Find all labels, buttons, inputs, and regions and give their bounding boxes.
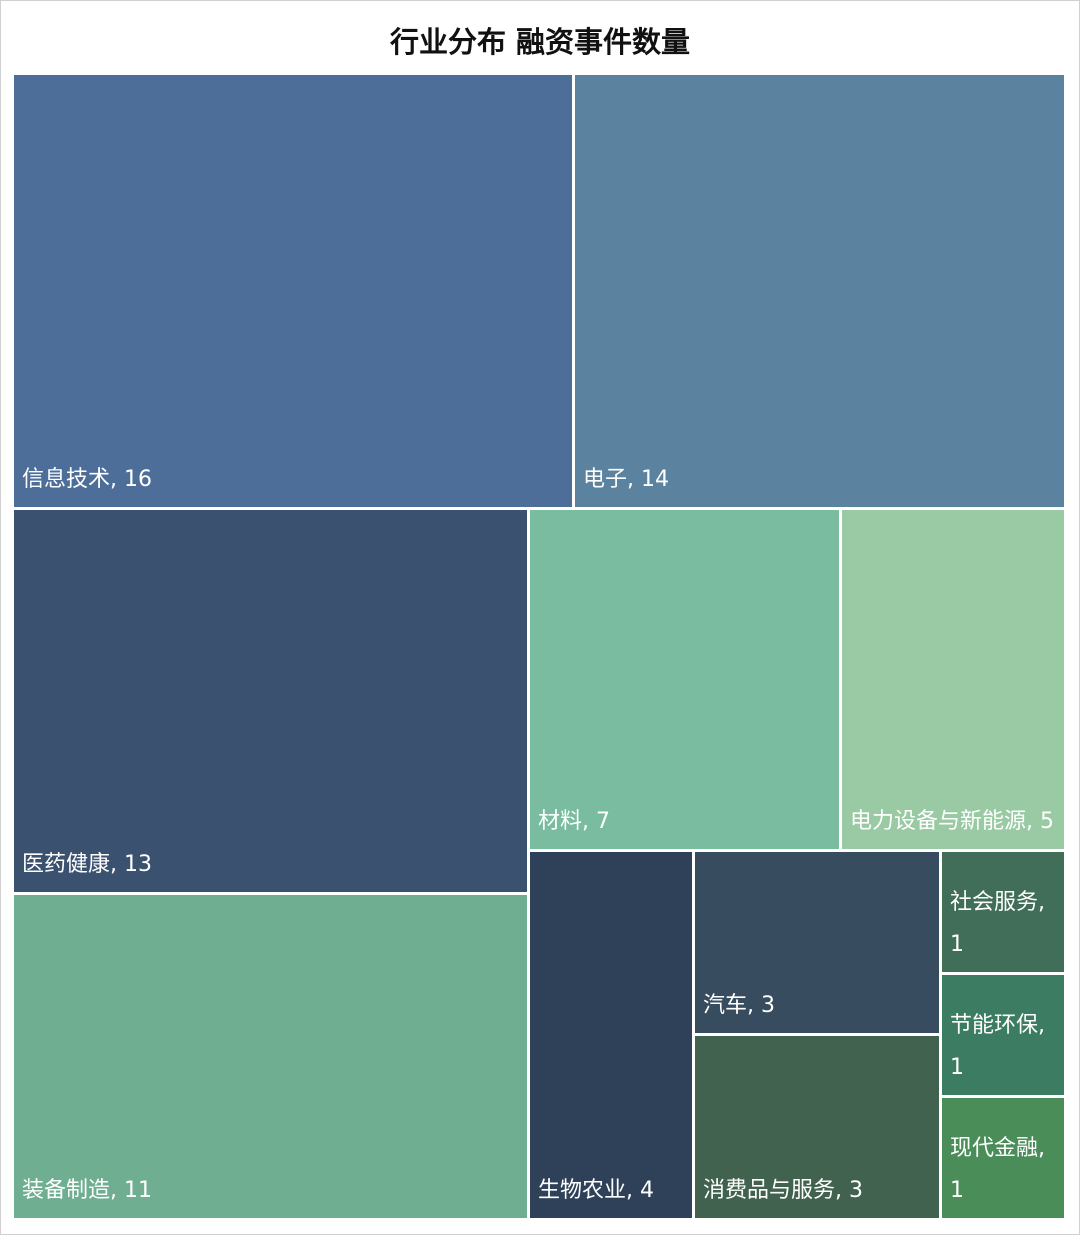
chart-title: 行业分布 融资事件数量 [389, 25, 691, 59]
treemap-cell: 医药健康, 13 [14, 510, 527, 892]
treemap-cell: 现代金融, 1 [942, 1098, 1064, 1218]
cell-label: 信息技术, 16 [22, 467, 152, 492]
cell-label: 电子, 14 [583, 467, 669, 492]
cell-label: 生物农业, 4 [538, 1178, 654, 1203]
cell-label: 装备制造, 11 [22, 1178, 152, 1203]
cell-label: 电力设备与新能源, 5 [850, 809, 1054, 834]
treemap-cell: 节能环保, 1 [942, 975, 1064, 1095]
cell-label: 社会服务, 1 [950, 890, 1045, 957]
treemap-cell: 社会服务, 1 [942, 852, 1064, 972]
treemap-cell: 材料, 7 [530, 510, 839, 849]
cell-label: 材料, 7 [538, 809, 610, 834]
treemap-cell: 装备制造, 11 [14, 895, 527, 1218]
cell-label: 汽车, 3 [703, 993, 775, 1018]
treemap-cell: 电力设备与新能源, 5 [842, 510, 1064, 849]
cell-label: 医药健康, 13 [22, 852, 152, 877]
treemap-cell: 消费品与服务, 3 [695, 1036, 939, 1218]
cell-label: 现代金融, 1 [950, 1136, 1045, 1203]
treemap-cell: 信息技术, 16 [14, 75, 572, 507]
cell-label: 消费品与服务, 3 [703, 1178, 863, 1203]
treemap-cell: 汽车, 3 [695, 852, 939, 1033]
treemap-cell: 电子, 14 [575, 75, 1064, 507]
cell-label: 节能环保, 1 [950, 1013, 1045, 1080]
treemap-cell: 生物农业, 4 [530, 852, 692, 1218]
